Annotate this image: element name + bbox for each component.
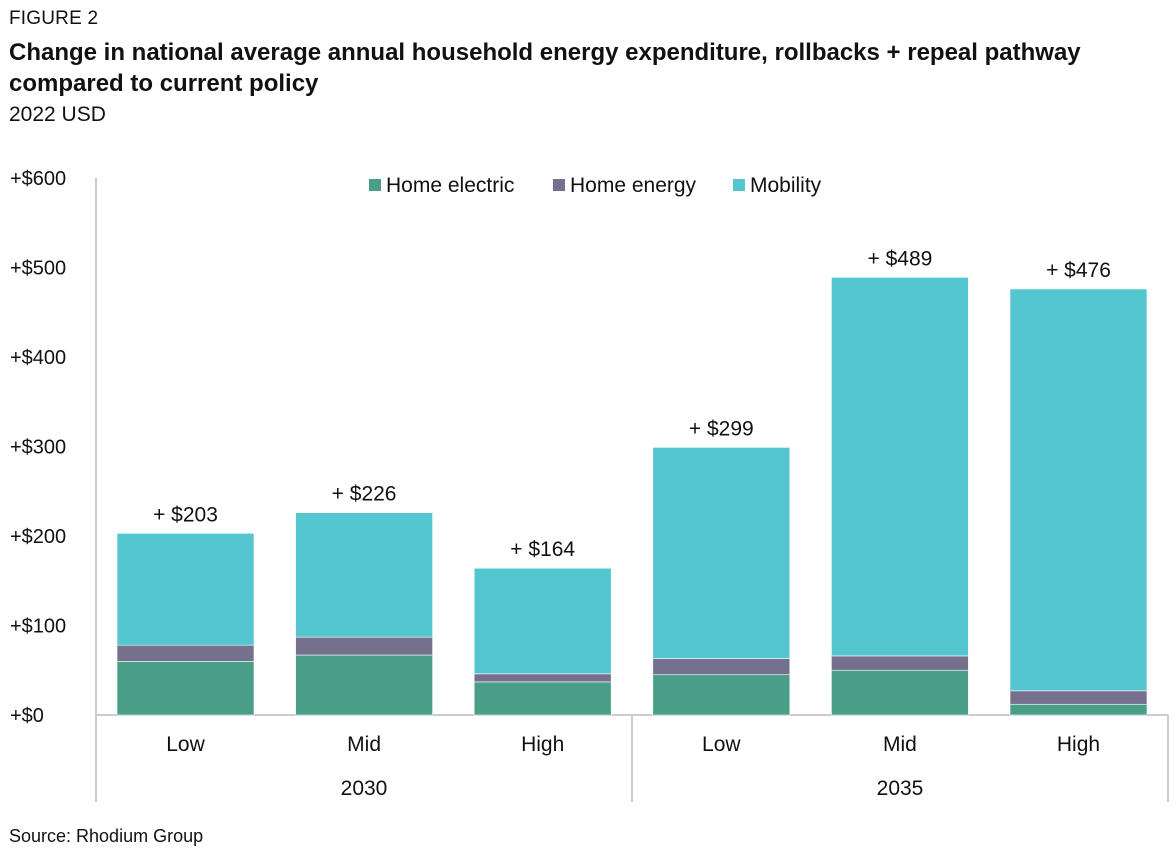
bar-segment-home-electric	[831, 669, 969, 716]
bar-segment-home-electric	[473, 681, 612, 716]
x-category-label: Mid	[883, 733, 917, 756]
y-tick-label: +$200	[10, 526, 66, 548]
bar-segment-mobility	[652, 447, 791, 659]
chart-subtitle: 2022 USD	[9, 103, 106, 126]
bar-segment-home-electric	[295, 654, 433, 716]
bar-total-label: + $203	[153, 503, 218, 526]
y-tick-label: +$400	[10, 347, 66, 369]
figure-label: FIGURE 2	[9, 8, 99, 29]
bar-segment-home-electric	[116, 660, 255, 716]
bar-segment-mobility	[295, 512, 433, 638]
y-tick-label: +$100	[10, 616, 66, 638]
bar-total-label: + $226	[332, 483, 397, 506]
bar-segment-home-energy	[116, 644, 255, 662]
legend-label: Mobility	[750, 174, 822, 197]
legend-label: Home electric	[386, 174, 514, 197]
bar-segment-mobility	[116, 533, 255, 646]
y-tick-label: +$500	[10, 258, 66, 280]
legend-swatch	[733, 179, 745, 191]
bar-segment-mobility	[1009, 288, 1148, 692]
bar-segment-home-energy	[652, 658, 791, 676]
chart-title: Change in national average annual househ…	[9, 39, 1081, 97]
bar-segment-home-electric	[1009, 703, 1148, 716]
legend-label: Home energy	[570, 174, 697, 197]
legend-swatch	[369, 179, 381, 191]
bar-total-label: + $489	[867, 247, 932, 270]
bar-total-label: + $299	[689, 417, 754, 440]
y-tick-label: +$300	[10, 437, 66, 459]
bar-segment-home-energy	[295, 636, 433, 656]
bar-total-label: + $164	[510, 538, 575, 561]
x-category-label: Low	[166, 733, 205, 756]
x-category-label: Mid	[347, 733, 381, 756]
x-group-label: 2030	[341, 777, 388, 800]
x-category-label: Low	[702, 733, 741, 756]
y-tick-label: +$0	[10, 705, 44, 727]
bar-segment-home-energy	[831, 655, 969, 671]
legend-swatch	[553, 179, 565, 191]
x-group-label: 2035	[877, 777, 924, 800]
x-category-label: High	[521, 733, 564, 756]
bar-total-label: + $476	[1046, 259, 1111, 282]
bar-segment-home-energy	[473, 673, 612, 683]
x-category-label: High	[1057, 733, 1100, 756]
bar-segment-mobility	[831, 277, 969, 657]
bar-segment-home-electric	[652, 674, 791, 716]
bar-segment-mobility	[473, 567, 612, 675]
bar-segment-home-energy	[1009, 690, 1148, 705]
y-tick-label: +$600	[10, 168, 66, 190]
source-note: Source: Rhodium Group	[9, 826, 204, 846]
